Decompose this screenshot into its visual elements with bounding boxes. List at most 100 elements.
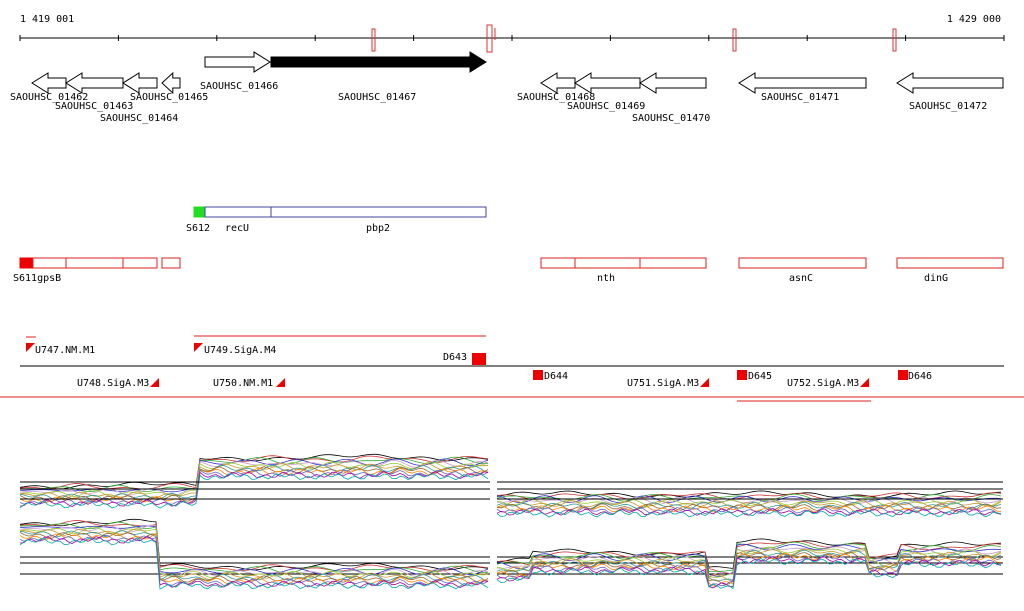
symbol-label: dinG	[924, 273, 948, 284]
regulatory-label: U751.SigA.M3	[627, 378, 699, 389]
expression-trace	[496, 558, 1002, 590]
gene-label: SAOUHSC_01465	[130, 92, 208, 103]
expression-trace	[19, 455, 489, 490]
feature-box	[161, 257, 181, 269]
feature-box	[19, 257, 34, 269]
expression-trace	[19, 537, 489, 590]
site-flag	[700, 378, 709, 387]
expression-trace	[496, 495, 1002, 504]
expression-trace	[496, 543, 1002, 577]
gene-arrow	[574, 72, 641, 94]
gene-label: SAOUHSC_01468	[517, 92, 595, 103]
regulatory-label: D643	[443, 352, 467, 363]
gene-arrow	[31, 72, 67, 94]
symbol-label: pbp2	[366, 223, 390, 234]
expression-trace	[496, 504, 1002, 513]
gene-arrow	[270, 51, 487, 73]
gene-label: SAOUHSC_01470	[632, 113, 710, 124]
gene-arrow	[65, 72, 124, 94]
expression-trace	[19, 461, 489, 497]
expression-trace	[496, 509, 1002, 518]
expression-trace	[496, 506, 1002, 515]
site-flag	[150, 378, 159, 387]
gene-label: SAOUHSC_01471	[761, 92, 839, 103]
expression-trace	[19, 524, 489, 577]
expression-trace	[497, 500, 1002, 508]
expression-trace	[496, 490, 1002, 499]
site-box	[737, 370, 747, 380]
ruler-marker	[892, 28, 897, 52]
site-flag	[276, 378, 285, 387]
regulatory-label: D645	[748, 371, 772, 382]
expression-trace	[19, 471, 489, 507]
expression-trace	[496, 546, 1002, 578]
regulatory-label: U747.NM.M1	[35, 345, 95, 356]
gene-label: SAOUHSC_01472	[909, 101, 987, 112]
expression-trace	[19, 525, 489, 575]
expression-trace	[19, 532, 489, 584]
symbol-label: recU	[225, 223, 249, 234]
feature-box	[32, 257, 67, 269]
symbol-label: nth	[597, 273, 615, 284]
expression-trace	[19, 534, 489, 587]
gene-label: SAOUHSC_01464	[100, 113, 178, 124]
start-coordinate: 1 419 001	[20, 14, 74, 25]
site-flag	[194, 343, 203, 352]
gene-arrow	[161, 71, 181, 95]
expression-trace	[19, 526, 489, 579]
expression-trace	[19, 536, 489, 588]
gene-arrow	[896, 72, 1004, 94]
ruler-marker	[371, 28, 376, 52]
end-coordinate: 1 429 000	[947, 14, 1001, 25]
gene-label: SAOUHSC_01462	[10, 92, 88, 103]
expression-trace	[497, 548, 1002, 582]
regulatory-label: U748.SigA.M3	[77, 378, 149, 389]
regulatory-label: U750.NM.M1	[213, 378, 273, 389]
expression-trace	[496, 549, 1002, 582]
feature-box	[574, 257, 641, 269]
gene-label: SAOUHSC_01466	[200, 81, 278, 92]
expression-trace	[496, 556, 1002, 589]
symbol-label: S611gpsB	[13, 273, 61, 284]
expression-trace	[496, 540, 1002, 574]
site-box	[474, 353, 484, 363]
expression-trace	[496, 492, 1002, 500]
expression-trace	[19, 472, 489, 509]
feature-box	[65, 257, 124, 269]
feature-box	[738, 257, 867, 269]
regulatory-label: U752.SigA.M3	[787, 378, 859, 389]
feature-box	[270, 206, 487, 218]
expression-trace	[496, 501, 1002, 510]
gene-arrow	[738, 72, 867, 94]
expression-trace	[19, 466, 489, 503]
gene-label: SAOUHSC_01463	[55, 101, 133, 112]
expression-trace	[496, 553, 1002, 587]
expression-trace	[19, 532, 489, 585]
gene-arrow	[540, 72, 576, 94]
expression-trace	[496, 498, 1002, 507]
symbol-label: S612	[186, 223, 210, 234]
feature-box	[896, 257, 1004, 269]
feature-box	[204, 206, 272, 218]
expression-trace	[496, 554, 1002, 587]
gene-arrow	[639, 72, 707, 94]
symbol-label: asnC	[789, 273, 813, 284]
feature-box	[122, 257, 158, 269]
site-box	[898, 370, 908, 380]
feature-box	[540, 257, 576, 269]
feature-box	[193, 206, 206, 218]
expression-trace	[19, 456, 489, 492]
ruler-marker	[486, 24, 493, 53]
gene-label: SAOUHSC_01467	[338, 92, 416, 103]
ruler-marker	[732, 28, 737, 52]
expression-trace	[496, 546, 1002, 577]
expression-trace	[19, 469, 489, 506]
gene-arrow	[204, 51, 271, 73]
expression-trace	[19, 521, 489, 574]
site-flag	[26, 343, 35, 352]
site-box	[533, 370, 543, 380]
feature-box	[639, 257, 707, 269]
regulatory-label: U749.SigA.M4	[204, 345, 276, 356]
regulatory-label: D644	[544, 371, 568, 382]
